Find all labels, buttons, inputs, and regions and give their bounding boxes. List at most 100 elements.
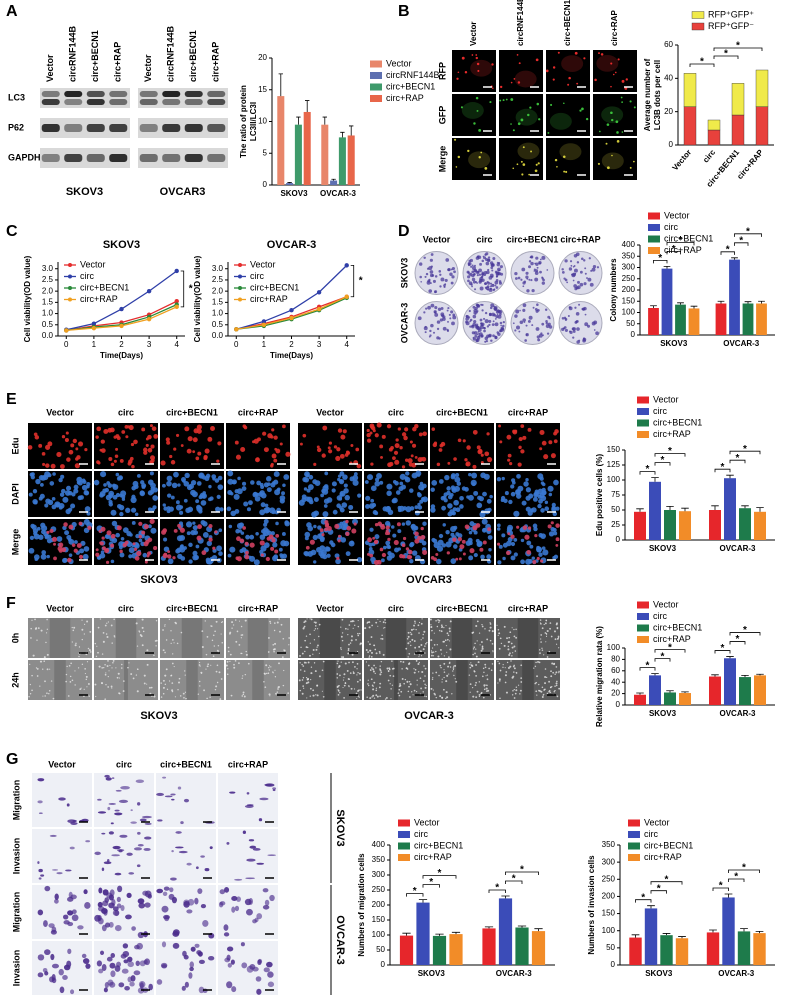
cell [540, 508, 545, 513]
bar [724, 478, 736, 540]
cell [240, 625, 243, 628]
cell [475, 56, 479, 60]
cell [77, 925, 84, 930]
cell [304, 536, 309, 541]
cell [35, 478, 41, 485]
cell [231, 906, 236, 913]
cell [181, 985, 186, 991]
cell [165, 639, 168, 641]
cell [411, 691, 413, 693]
cell [188, 972, 193, 979]
cell [313, 524, 317, 529]
cell [408, 685, 410, 688]
cell [214, 530, 218, 534]
cell [545, 635, 548, 638]
cell [557, 635, 560, 638]
cell [541, 696, 544, 699]
error-bar [287, 182, 292, 184]
cell [280, 540, 287, 547]
row-label: 24h [10, 672, 20, 688]
y-tick-label: 125 [607, 460, 621, 469]
cell [497, 634, 499, 636]
cell [511, 627, 513, 629]
cell [485, 684, 487, 686]
cell [99, 618, 102, 620]
significance-bracket [729, 450, 761, 455]
cell [219, 698, 222, 701]
cell [307, 646, 309, 649]
colony [423, 311, 426, 314]
row-label: OVCAR-3 [399, 303, 409, 344]
colony [518, 330, 521, 333]
cell [309, 642, 311, 644]
error-bar [296, 116, 301, 125]
cell [80, 540, 86, 546]
cell [375, 652, 378, 655]
cell [146, 683, 148, 685]
cell [233, 666, 236, 669]
colony [488, 319, 492, 323]
cell [540, 634, 543, 636]
cell [384, 698, 387, 700]
cell [401, 465, 406, 469]
legend-label: circ+BECN1 [664, 233, 713, 243]
colony [586, 277, 588, 280]
cell [262, 888, 269, 893]
cell [380, 660, 383, 663]
colony [534, 269, 539, 273]
cell [317, 525, 322, 530]
legend-swatch [370, 72, 382, 79]
y-tick-label: 2.5 [42, 275, 54, 284]
cell [312, 653, 314, 655]
y-axis-label: Average number of [643, 58, 652, 131]
colony [429, 258, 433, 262]
cell [348, 643, 350, 646]
cell [450, 558, 457, 564]
colony [564, 328, 568, 332]
y-tick-label: 3.0 [212, 264, 224, 273]
legend-swatch [648, 224, 660, 231]
image [218, 773, 278, 827]
colony [495, 310, 500, 314]
cell [138, 902, 146, 909]
colony [474, 313, 477, 315]
colony [570, 264, 573, 267]
cell [487, 507, 492, 513]
cell [538, 649, 541, 651]
cell [273, 458, 278, 463]
cell [390, 698, 392, 700]
cell [160, 682, 162, 684]
cell [456, 77, 459, 80]
colony [471, 273, 475, 278]
cell [520, 677, 523, 679]
cell [65, 680, 67, 683]
cell [339, 453, 345, 459]
colony [525, 324, 528, 327]
cell [336, 673, 339, 675]
significance-bracket [729, 641, 746, 645]
colony [528, 260, 532, 263]
cell [108, 921, 114, 928]
cell [346, 669, 349, 672]
cell [390, 688, 392, 690]
cell [111, 537, 118, 544]
cell [550, 453, 556, 459]
cell-body [514, 70, 537, 88]
bar [634, 694, 646, 705]
cell [37, 778, 45, 782]
cell [436, 625, 439, 628]
image [546, 138, 590, 180]
cell [407, 690, 410, 693]
cell [380, 558, 385, 563]
cell [511, 646, 514, 649]
cell [35, 627, 38, 629]
cell [264, 503, 269, 508]
cell [430, 687, 433, 690]
cell [331, 481, 337, 487]
cell [384, 626, 386, 629]
cell [391, 667, 394, 670]
cell [491, 643, 494, 645]
x-tick-label: 1 [92, 340, 97, 349]
cell [61, 547, 67, 553]
cell [326, 526, 332, 531]
